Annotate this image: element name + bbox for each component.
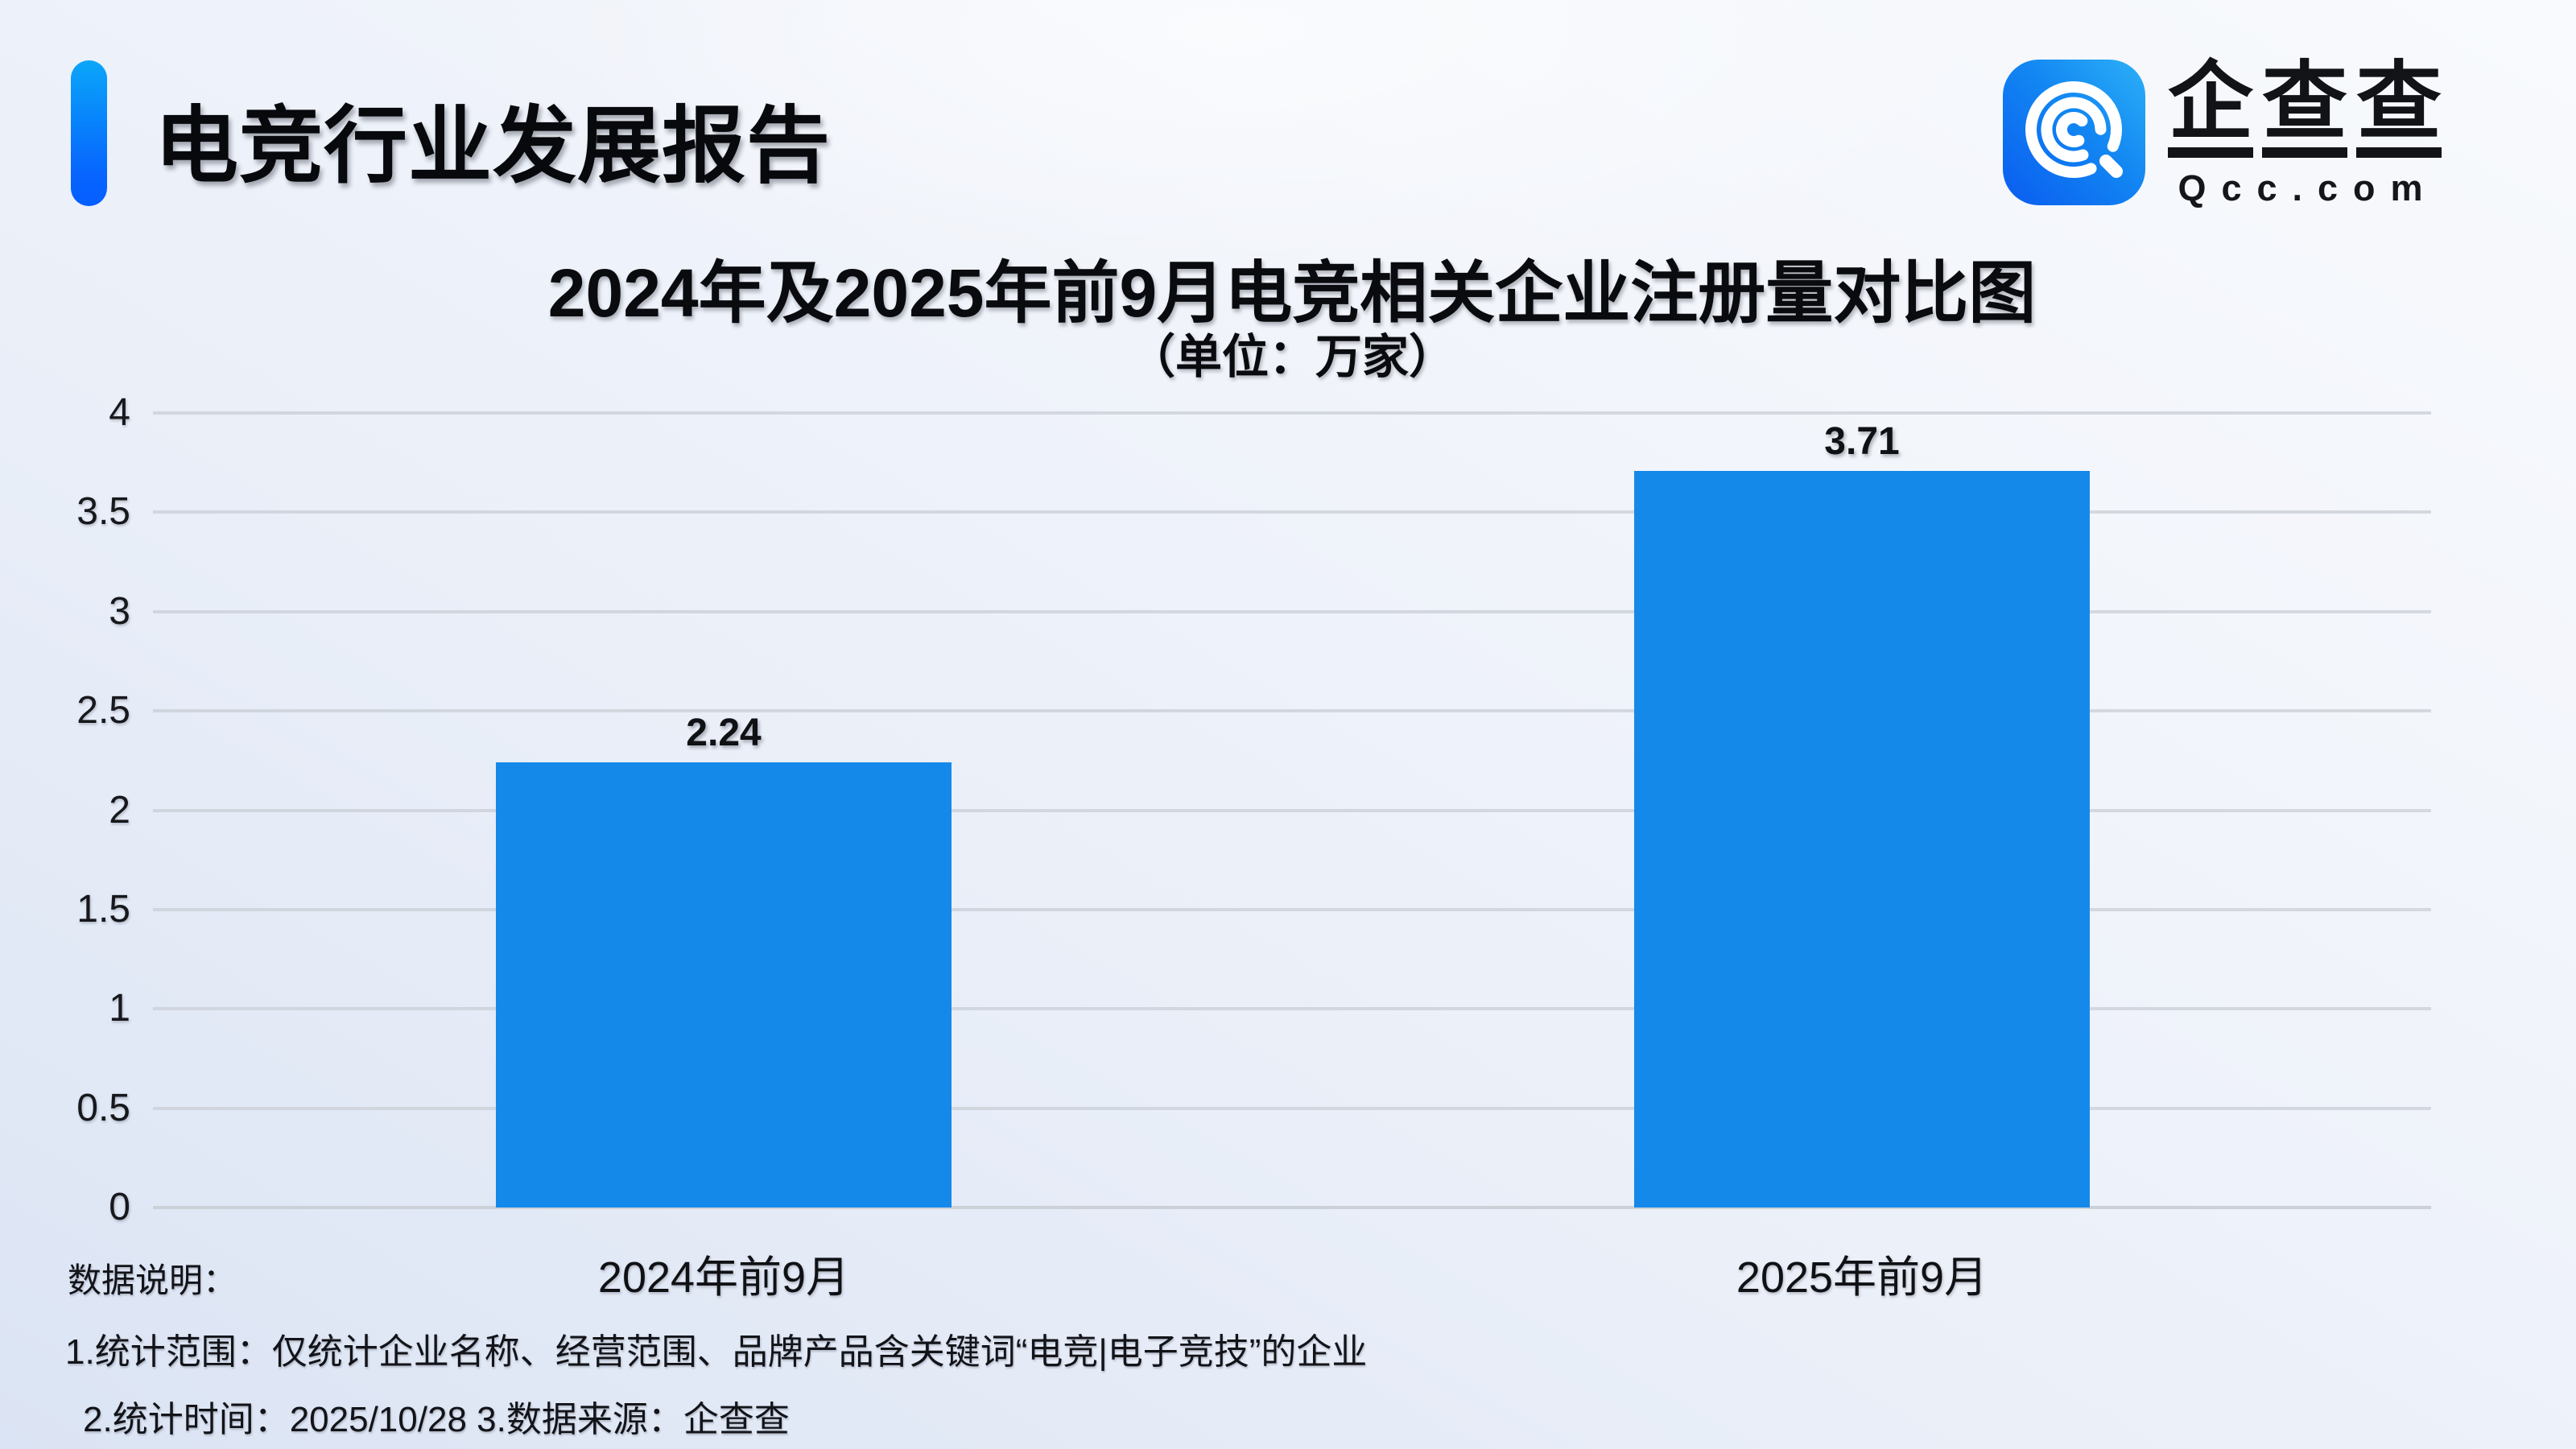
gridline-0.5 [153,1106,2431,1110]
qcc-logo-text: 企查查 Qcc.com [2168,60,2442,209]
gridline-3.5 [153,510,2431,514]
qcc-logo-name: 企查查 [2168,60,2442,158]
note-scope: 1.统计范围：仅统计企业名称、经营范围、品牌产品含关键词“电竞|电子竞技”的企业 [65,1332,1368,1372]
gridline-1 [153,1007,2431,1011]
gridline-3 [153,609,2431,613]
y-tick-label-0: 0 [109,1186,130,1228]
y-tick-label-2: 2 [109,788,130,832]
bar-value-label-1: 3.71 [1824,420,1900,463]
y-tick-label-3: 3 [109,589,130,633]
qcc-magnifier-icon [2003,60,2145,205]
chart-title: 2024年及2025年前9月电竞相关企业注册量对比图 [547,255,2037,331]
qcc-logo-domain: Qcc.com [2178,167,2438,208]
notes-label: 数据说明： [68,1261,237,1299]
bar-chart-plot: 0 0.5 1 1.5 2 2.5 3 3.5 4 2.24 2024年前9月 3.71 2025年前9… [76,391,2431,1302]
title-accent-bar [71,60,107,206]
x-tick-label-1: 2025年前9月 [1736,1253,1988,1302]
x-axis-line [153,1206,2431,1209]
y-tick-label-4: 4 [109,391,130,434]
bar-value-label-0: 2.24 [686,712,762,754]
y-tick-label-1.5: 1.5 [76,887,130,931]
gridline-4 [153,411,2431,415]
qcc-logo-char-2: 查 [2356,60,2442,158]
y-tick-label-0.5: 0.5 [76,1086,130,1129]
gridline-1.5 [153,907,2431,911]
chart-subtitle: （单位：万家） [1128,331,1455,383]
bar-2024年前9月 [496,762,952,1208]
qcc-logo: 企查查 Qcc.com [2003,60,2442,209]
y-tick-label-2.5: 2.5 [76,689,130,733]
qcc-logo-char-1: 查 [2262,60,2347,158]
gridline-2.5 [153,709,2431,713]
y-tick-label-1: 1 [109,987,130,1030]
qcc-logo-char-0: 企 [2168,60,2253,158]
report-title: 电竞行业发展报告 [155,100,832,193]
gridline-2 [153,808,2431,812]
note-time-source: 2.统计时间：2025/10/28 3.数据来源：企查查 [83,1400,790,1439]
x-tick-label-0: 2024年前9月 [597,1253,850,1302]
y-tick-label-3.5: 3.5 [76,490,130,534]
bar-2025年前9月 [1634,471,2090,1208]
